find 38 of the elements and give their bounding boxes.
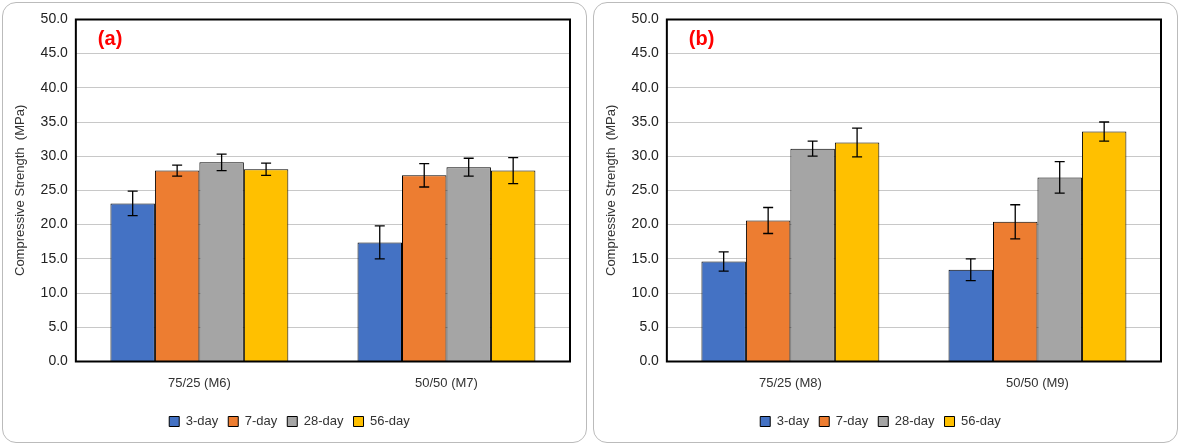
legend-label: 7-day [244, 413, 278, 429]
y-tick-label: 15.0 [631, 249, 660, 266]
legend-label: 56-day [370, 413, 411, 429]
legend-label: 28-day [894, 413, 936, 429]
annotation: (a) [97, 26, 123, 49]
y-tick-label: 25.0 [631, 181, 660, 198]
legend-label: 3-day [776, 413, 810, 429]
y-tick-label: 5.0 [639, 318, 660, 335]
y-tick-label: 50.0 [40, 10, 69, 27]
y-tick-label: 30.0 [40, 147, 69, 164]
y-tick-label: 10.0 [40, 283, 69, 300]
y-tick-label: 20.0 [40, 215, 69, 232]
y-tick-label: 0.0 [639, 352, 660, 369]
y-tick-label: 25.0 [40, 181, 69, 198]
x-tick-label: 50/50 (M9) [1006, 374, 1069, 390]
y-tick-label: 5.0 [48, 318, 69, 335]
y-tick-label: 45.0 [631, 44, 660, 61]
y-tick-label: 35.0 [631, 112, 660, 129]
legend-label: 3-day [185, 413, 219, 429]
y-tick-label: 35.0 [40, 112, 69, 129]
y-axis-title: Compressive Strength (MPa) [12, 104, 28, 277]
y-tick-label: 50.0 [631, 10, 660, 27]
y-axis-title: Compressive Strength (MPa) [603, 104, 619, 277]
legend-label: 7-day [835, 413, 869, 429]
x-tick-label: 50/50 (M7) [415, 374, 478, 390]
x-tick-label: 75/25 (M8) [758, 374, 822, 390]
y-tick-label: 40.0 [631, 78, 660, 95]
x-tick-label: 75/25 (M6) [167, 374, 231, 390]
y-tick-label: 40.0 [40, 78, 69, 95]
y-tick-label: 15.0 [40, 249, 69, 266]
legend-label: 56-day [961, 413, 1002, 429]
legend-label: 28-day [303, 413, 345, 429]
y-tick-label: 30.0 [631, 147, 660, 164]
annotation: (b) [688, 26, 715, 49]
y-tick-label: 20.0 [631, 215, 660, 232]
y-tick-label: 10.0 [631, 283, 660, 300]
y-tick-label: 0.0 [48, 352, 69, 369]
y-tick-label: 45.0 [40, 44, 69, 61]
